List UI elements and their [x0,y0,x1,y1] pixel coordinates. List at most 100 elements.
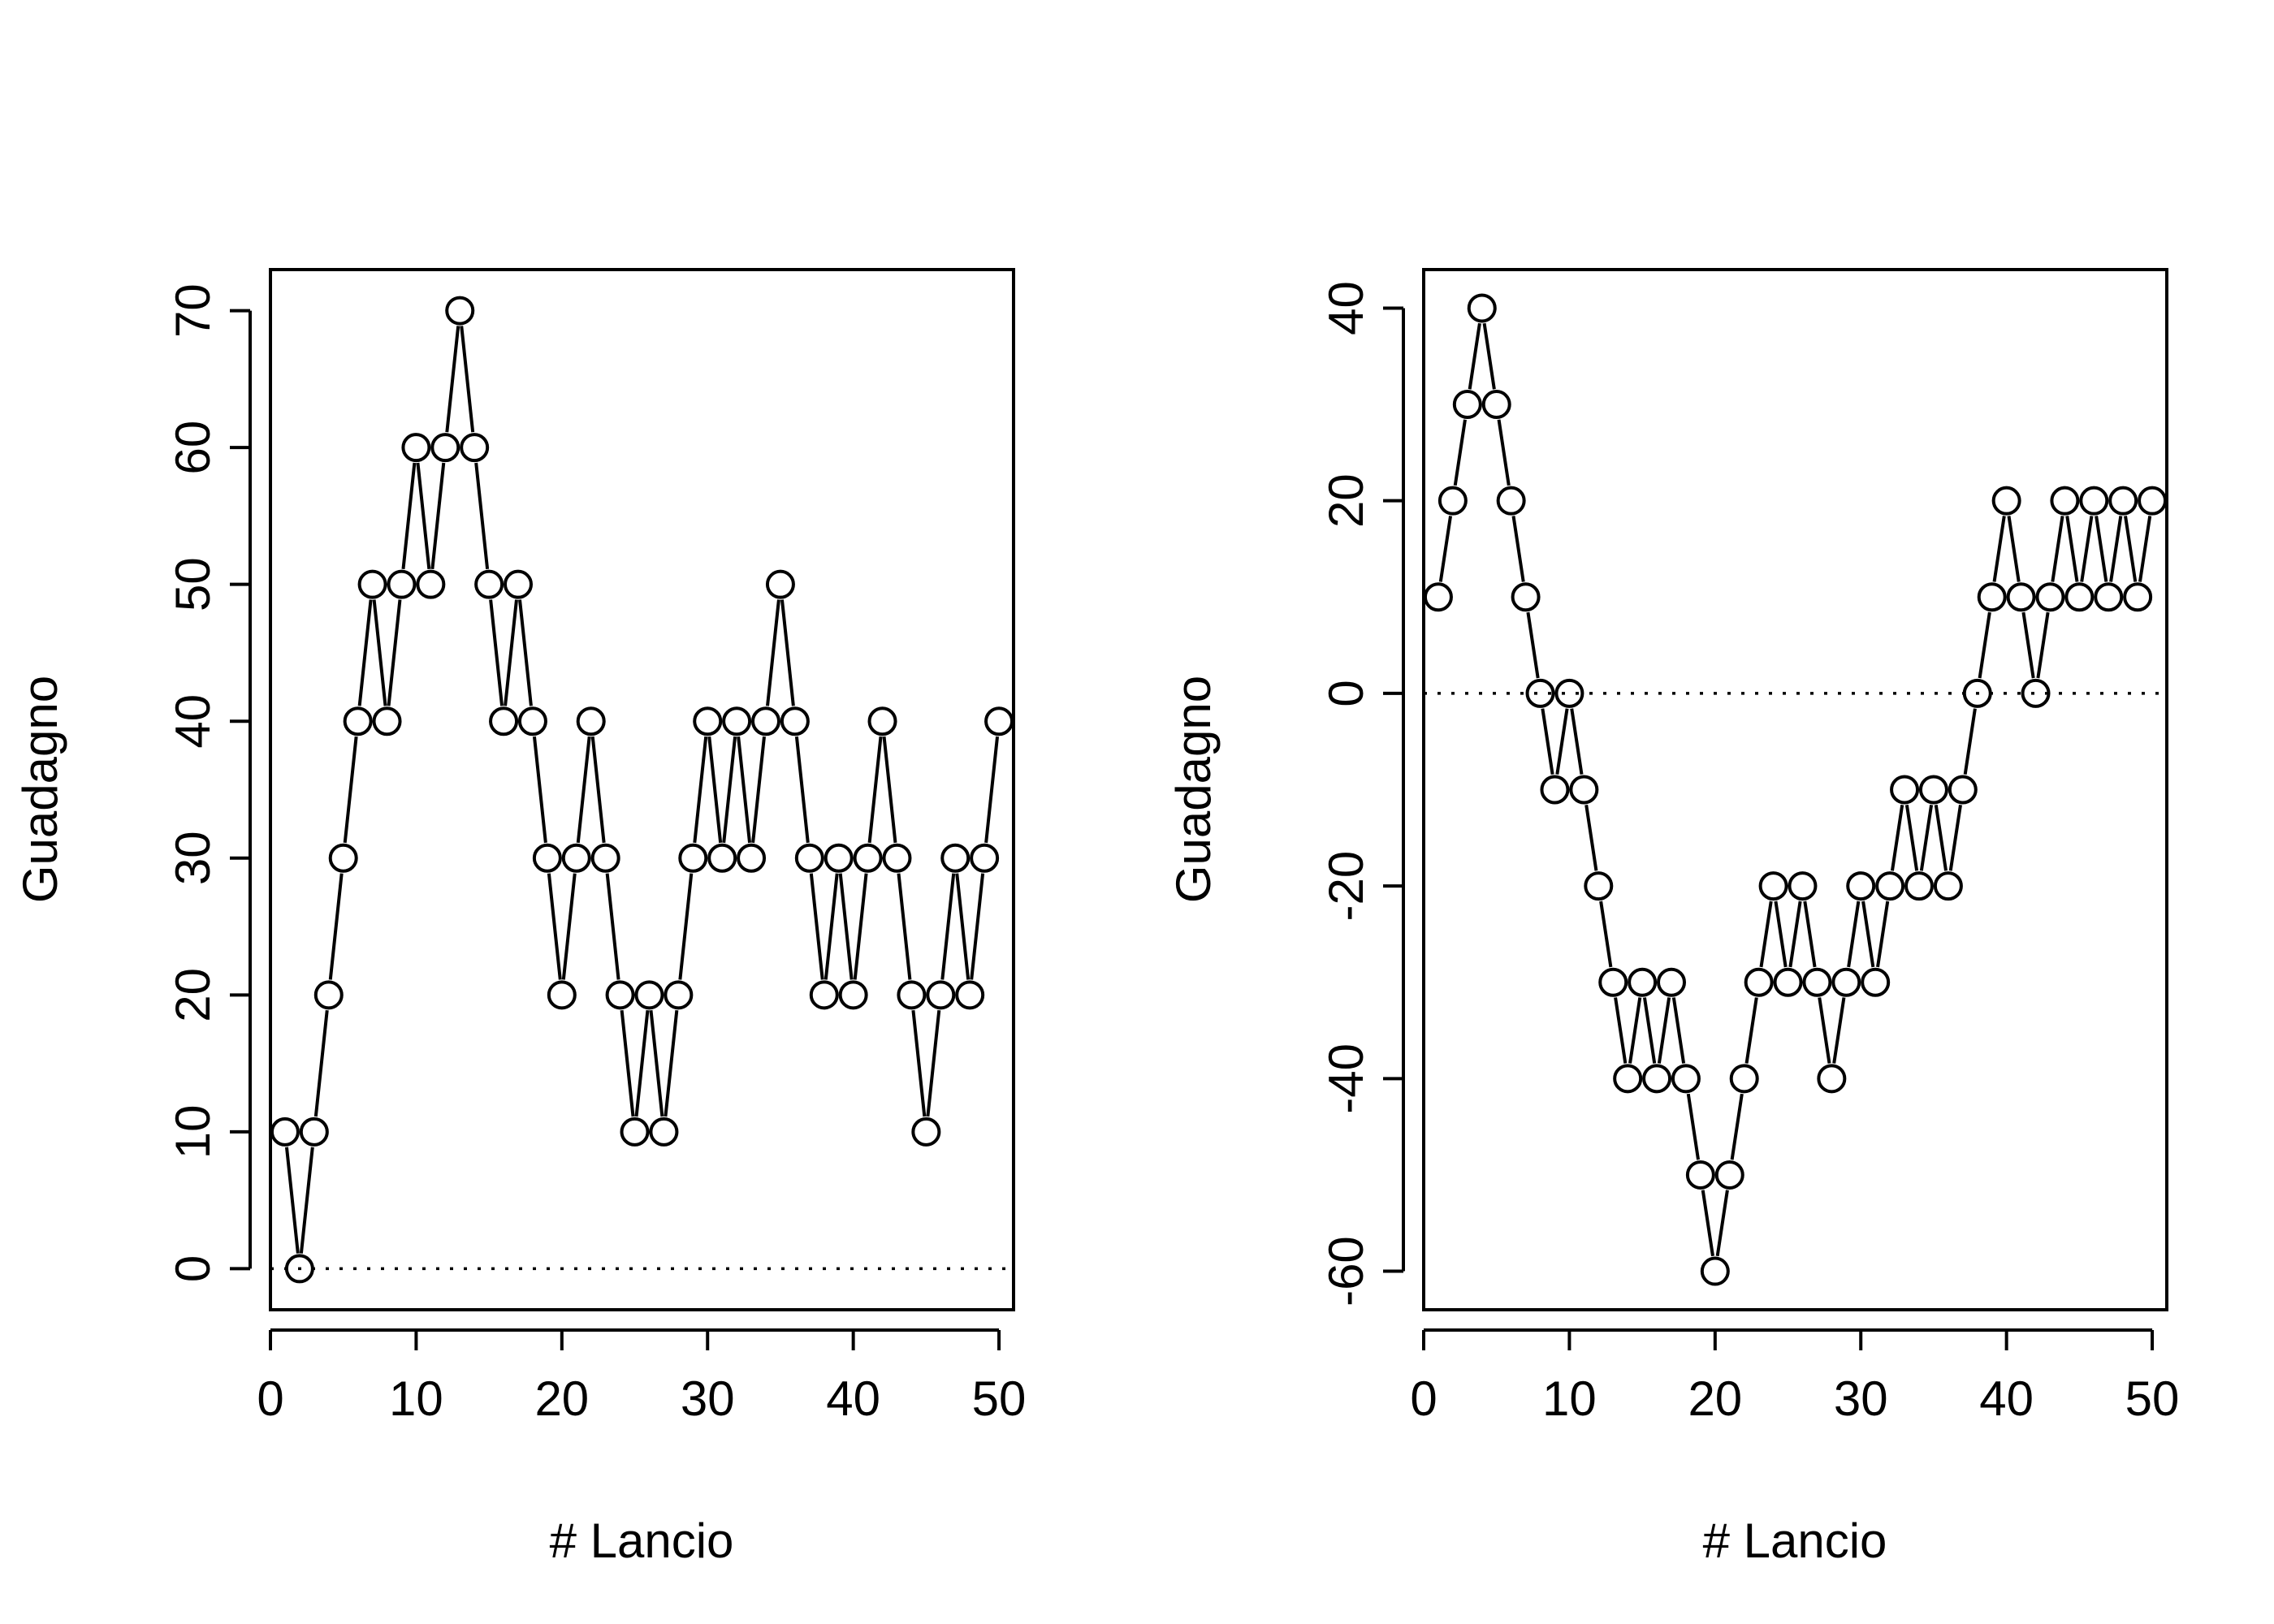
right-series-segment [1890,804,1904,871]
left-data-point [547,980,577,1010]
left-x-axis-title: # Lancio [550,1514,734,1568]
left-series-segments [284,326,1000,1254]
left-data-point [634,980,664,1010]
left-data-point [328,843,358,873]
left-series-segment [911,1010,927,1117]
left-y-tick-label: 60 [166,421,220,475]
left-data-point [474,569,504,599]
left-data-point [620,1116,650,1147]
right-x-tick-label: 10 [1542,1371,1597,1426]
right-series-segment [1686,1093,1701,1160]
left-data-point [649,1116,679,1147]
right-chart-panel: 0 10 20 30 40 50 -60 -40 -20 0 20 40 # Lancio Guad… [1166,268,2179,1568]
left-series-segment [664,1010,679,1117]
right-series-segment [1992,516,2006,582]
left-y-tick-label: 10 [166,1105,220,1160]
right-series-segment [1438,516,1453,582]
right-series-segment [1744,997,1758,1064]
right-data-point [1540,775,1570,805]
left-series-segment [576,736,591,844]
left-series-segment [605,873,620,980]
right-series-segment [1468,322,1481,390]
left-data-point [357,569,387,599]
left-series-segment [532,736,547,844]
right-series-segment [1759,901,1773,968]
right-data-point [1714,1160,1744,1190]
left-data-point [940,843,971,873]
right-data-point [1788,871,1818,901]
left-series-segment [561,873,577,980]
right-data-point [2138,486,2168,516]
left-data-point [372,706,402,736]
left-data-point [313,980,344,1010]
left-data-point [387,569,417,599]
right-data-point [1671,1064,1701,1094]
right-y-tick-label: -20 [1319,851,1373,922]
left-series-segment [955,873,971,980]
left-data-point [664,980,694,1010]
right-data-point [2094,582,2124,612]
left-series-segment [445,326,460,433]
left-data-point [590,843,620,873]
right-series-segment [1934,804,1948,871]
left-data-point [343,706,373,736]
left-y-tick-label: 70 [166,283,220,338]
left-data-point [504,569,533,599]
right-series-segment [2109,516,2123,582]
right-series-segment [1861,901,1875,968]
right-series-segment [1701,1190,1714,1257]
left-series-segment [504,599,518,706]
left-data-point [460,433,490,463]
left-data-point [882,843,912,873]
right-series-segment [2138,516,2152,582]
right-series-segment [1730,1093,1744,1160]
right-data-point [1452,390,1482,420]
left-y-tick-label: 50 [166,557,220,611]
right-series-segment [1584,804,1598,871]
left-series-segment [707,736,723,844]
right-data-point [1890,775,1920,805]
right-data-point [1642,1064,1672,1094]
right-x-axis: 0 10 20 30 40 50 [1410,1328,2179,1426]
right-data-point [1758,871,1788,901]
left-series-segment [416,462,431,569]
left-y-tick-label: 30 [166,831,220,885]
left-data-point [897,980,927,1010]
left-data-point [824,843,854,873]
left-plot-frame [269,268,1015,1311]
left-series-segment [867,736,883,844]
left-series-segment [794,736,810,844]
right-series-segment [2124,516,2138,582]
right-data-point [1613,1064,1643,1094]
right-series-segment [1803,901,1817,968]
left-series-segment [620,1010,635,1117]
left-data-point [722,706,752,736]
right-data-point [1991,486,2021,516]
left-series-segment [357,599,373,706]
left-series-segment [649,1010,664,1117]
left-data-point [765,569,795,599]
left-series-segment [737,736,752,844]
right-series-segment [1614,997,1628,1064]
left-series-segment [489,599,504,706]
right-data-point [1817,1064,1847,1094]
right-series-segment [1511,516,1525,582]
left-series-segment [343,736,358,844]
left-y-tick-label: 0 [166,1255,220,1282]
right-data-point [1918,775,1948,805]
right-data-point [1685,1160,1715,1190]
right-y-axis-title: Guadagno [1166,676,1221,903]
right-series-segment [1526,611,1540,679]
left-series-segment [547,873,562,980]
right-series-segment [2080,516,2094,582]
left-chart-panel: 0 10 20 30 40 50 0 10 20 30 40 50 60 70 # Lancio Gua… [13,268,1026,1568]
right-series-segment [1570,708,1584,775]
left-series-segment [838,873,854,980]
right-series-segment [1453,419,1467,486]
left-data-point [270,1116,300,1147]
left-data-point [517,706,547,736]
left-series-segment [401,462,417,569]
right-series-segment [1628,997,1642,1064]
right-x-tick-label: 20 [1688,1371,1742,1426]
